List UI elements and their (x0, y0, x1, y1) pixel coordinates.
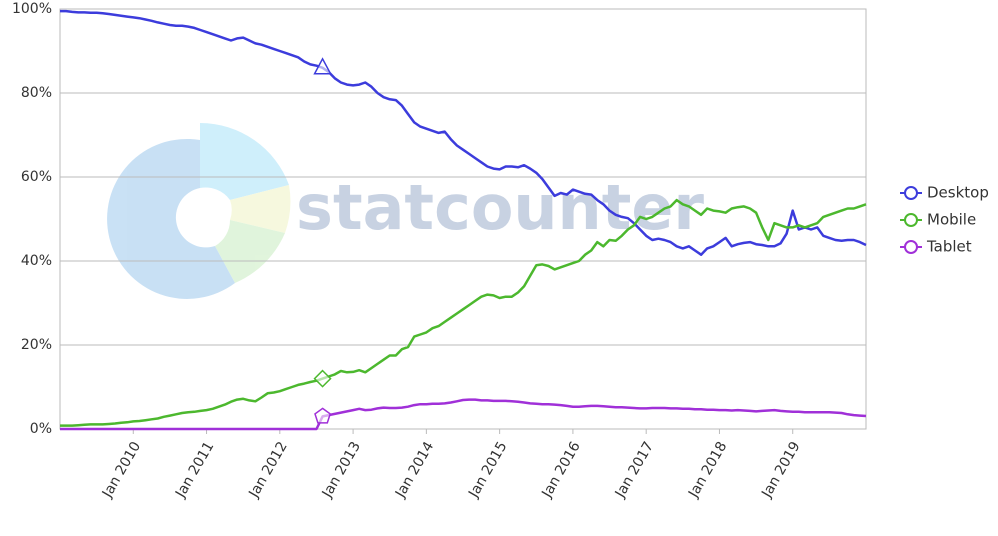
series-marker (313, 369, 332, 388)
series-line (60, 398, 867, 431)
x-tick-label: Jan 2015 (465, 439, 510, 501)
x-tick-label: Jan 2013 (319, 439, 364, 501)
y-tick-label: 80% (21, 85, 52, 101)
x-tick-label: Jan 2010 (99, 439, 144, 501)
series-marker (313, 57, 332, 75)
legend-marker (904, 186, 918, 200)
x-tick-label: Jan 2017 (612, 439, 657, 501)
series-line (60, 9, 867, 256)
legend-label: Tablet (926, 238, 972, 256)
legend-label: Mobile (927, 211, 976, 229)
legend-marker (904, 240, 918, 254)
plot-border (59, 8, 867, 430)
x-tick-label: Jan 2016 (539, 439, 584, 501)
x-tick-label: Jan 2012 (246, 439, 291, 501)
watermark: statcounter (296, 171, 704, 244)
series-line (60, 198, 867, 427)
x-tick-label: Jan 2019 (758, 439, 803, 501)
x-tick-label: Jan 2014 (392, 439, 437, 501)
x-tick-label: Jan 2018 (685, 439, 730, 501)
y-tick-label: 60% (21, 169, 52, 185)
legend-marker (904, 213, 918, 227)
x-tick-label: Jan 2011 (172, 439, 217, 501)
logo (107, 123, 291, 299)
y-tick-label: 100% (12, 1, 52, 17)
y-tick-label: 40% (21, 253, 52, 269)
series-marker (314, 407, 332, 424)
y-tick-label: 20% (21, 337, 52, 353)
legend-label: Desktop (927, 184, 989, 202)
y-tick-label: 0% (30, 421, 52, 437)
